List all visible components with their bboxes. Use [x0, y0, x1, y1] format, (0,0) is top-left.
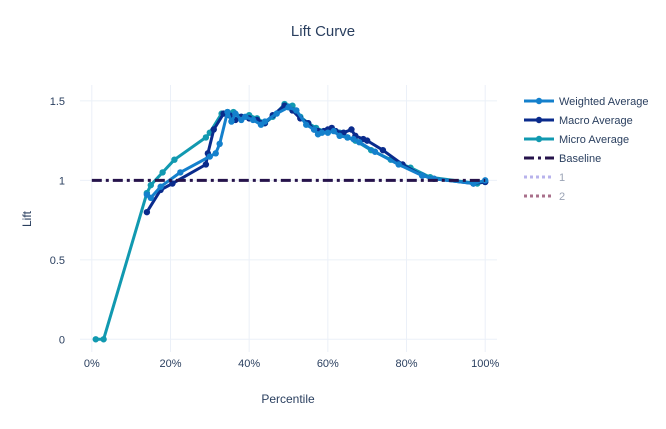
y-tick-label: 0.5 — [50, 255, 65, 267]
legend-item[interactable]: 2 — [524, 191, 565, 203]
x-tick-label: 40% — [238, 358, 260, 370]
legend-label: Micro Average — [559, 134, 629, 146]
y-tick-label: 0 — [59, 334, 65, 346]
data-point[interactable] — [242, 113, 249, 120]
data-point[interactable] — [318, 129, 326, 136]
data-point[interactable] — [147, 181, 155, 189]
data-point[interactable] — [100, 336, 107, 343]
y-tick-label: 1.5 — [50, 96, 65, 108]
x-tick-label: 80% — [396, 358, 418, 370]
data-point[interactable] — [171, 156, 178, 163]
data-point[interactable] — [356, 139, 363, 146]
legend[interactable]: Weighted Average Macro Average Micro Avera… — [524, 96, 649, 203]
data-point[interactable] — [344, 134, 351, 141]
data-point[interactable] — [92, 336, 99, 343]
data-point[interactable] — [303, 121, 310, 128]
grid-layer — [80, 85, 497, 352]
legend-item[interactable]: Macro Average — [524, 115, 633, 127]
data-point[interactable] — [379, 146, 387, 154]
series-line — [145, 104, 486, 213]
axis-layer: 0% 20% 40% 60% 80% 100% 0 0.5 1 1.5 — [50, 96, 500, 370]
data-point[interactable] — [210, 126, 217, 133]
legend-item[interactable]: Weighted Average — [524, 96, 649, 108]
x-tick-label: 20% — [159, 358, 181, 370]
series-line — [95, 102, 486, 341]
data-point[interactable] — [143, 208, 151, 216]
legend-marker — [535, 97, 543, 105]
data-point[interactable] — [293, 107, 300, 114]
data-point[interactable] — [363, 137, 371, 144]
series-line — [145, 105, 486, 200]
y-tick-label: 1 — [59, 175, 65, 187]
data-point[interactable] — [202, 161, 210, 168]
legend-item[interactable]: 1 — [524, 172, 565, 184]
data-point[interactable] — [310, 126, 318, 133]
data-point[interactable] — [206, 153, 214, 160]
data-point[interactable] — [212, 150, 219, 157]
data-point[interactable] — [147, 194, 155, 202]
legend-label: 2 — [559, 191, 565, 203]
data-point[interactable] — [177, 169, 184, 176]
data-point[interactable] — [324, 129, 332, 136]
data-point[interactable] — [348, 126, 355, 133]
legend-item[interactable]: Baseline — [524, 153, 601, 165]
data-point[interactable] — [228, 118, 235, 125]
data-point[interactable] — [169, 180, 176, 187]
data-point[interactable] — [470, 180, 477, 187]
data-point[interactable] — [336, 132, 343, 140]
legend-marker — [535, 135, 543, 143]
data-point[interactable] — [350, 135, 357, 143]
x-tick-label: 0% — [84, 358, 100, 370]
data-point[interactable] — [419, 172, 426, 179]
data-point[interactable] — [273, 110, 280, 117]
data-point[interactable] — [371, 148, 379, 155]
series-weighted-average — [143, 104, 489, 202]
legend-label: 1 — [559, 172, 565, 184]
data-point[interactable] — [395, 161, 402, 168]
legend-marker — [535, 116, 543, 124]
data-point[interactable] — [330, 127, 337, 135]
data-point[interactable] — [216, 140, 223, 148]
x-tick-label: 100% — [471, 358, 499, 370]
data-point[interactable] — [261, 118, 269, 125]
legend-item[interactable]: Micro Average — [524, 134, 629, 146]
series-macro-average — [143, 102, 489, 216]
x-axis-title: Percentile — [261, 392, 315, 406]
data-point[interactable] — [202, 134, 210, 141]
data-point[interactable] — [285, 104, 292, 111]
legend-label: Weighted Average — [559, 96, 649, 108]
series-micro-average — [92, 100, 489, 343]
chart-title: Lift Curve — [291, 23, 355, 40]
data-point[interactable] — [249, 116, 257, 124]
data-point[interactable] — [232, 110, 239, 117]
data-point[interactable] — [224, 108, 231, 116]
legend-label: Macro Average — [559, 115, 633, 127]
x-tick-label: 60% — [317, 358, 339, 370]
series-layer — [91, 100, 489, 343]
legend-label: Baseline — [559, 153, 601, 165]
y-axis-title: Lift — [20, 210, 34, 227]
data-point[interactable] — [159, 169, 166, 176]
data-point[interactable] — [157, 183, 164, 190]
